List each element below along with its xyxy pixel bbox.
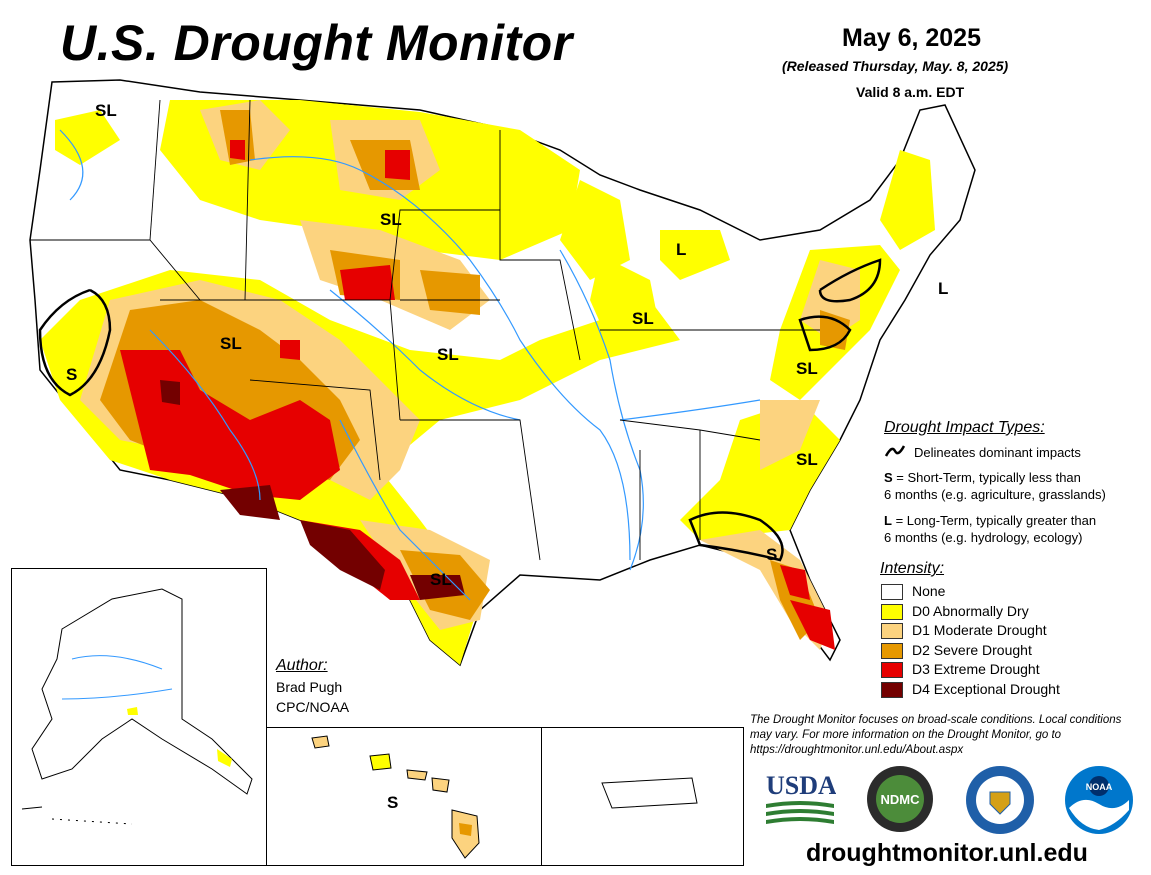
impact-delineation-lines (38, 258, 882, 562)
map-title: U.S. Drought Monitor (60, 15, 573, 71)
legend-swatch (881, 584, 903, 600)
author-name: Brad Pugh (276, 679, 343, 695)
hawaii-map: S (311, 735, 480, 859)
map-label: S (766, 545, 777, 564)
d4-areas (160, 380, 465, 600)
author-organization: CPC/NOAA (276, 699, 350, 715)
map-label: S (66, 365, 77, 384)
long-term-desc-2: 6 months (e.g. hydrology, ecology) (884, 530, 1083, 545)
noaa-logo-text: NOAA (1086, 782, 1113, 792)
alaska-map (21, 588, 253, 825)
author-heading: Author: (276, 657, 328, 674)
map-label: SL (796, 359, 818, 378)
legend-swatch (881, 681, 903, 698)
legend-swatch (881, 662, 903, 678)
map-label: SL (220, 334, 242, 353)
website-url[interactable]: droughtmonitor.unl.edu (806, 839, 1088, 867)
map-label: SL (632, 309, 654, 328)
ndmc-logo-text: NDMC (881, 792, 921, 807)
legend-label: D0 Abnormally Dry (912, 602, 1029, 619)
short-term-desc-2: 6 months (e.g. agriculture, grasslands) (884, 487, 1106, 502)
usda-logo: USDA (766, 771, 836, 824)
long-term-desc: = Long-Term, typically greater than (891, 513, 1097, 528)
map-label: SL (430, 570, 452, 589)
map-label: S (387, 793, 398, 812)
legend-swatch (881, 623, 903, 639)
legend-label: D4 Exceptional Drought (912, 680, 1060, 697)
map-label: SL (95, 101, 117, 120)
legend-label: None (912, 583, 946, 599)
noaa-logo: NOAA (1065, 766, 1133, 834)
impact-legend-title: Drought Impact Types: (884, 419, 1045, 436)
usda-logo-text: USDA (766, 771, 836, 800)
legend-label: D3 Extreme Drought (912, 661, 1040, 677)
map-label: L (676, 240, 686, 259)
alaska-inset (11, 568, 267, 866)
short-term-key: S (884, 470, 893, 485)
map-date: May 6, 2025 (842, 24, 981, 52)
map-label: SL (380, 210, 402, 229)
intensity-legend-title: Intensity: (880, 560, 945, 577)
long-term-legend: L = Long-Term, typically greater than 6 … (884, 512, 1096, 546)
hawaii-inset: S (266, 727, 543, 866)
release-date: (Released Thursday, May. 8, 2025) (782, 58, 1009, 74)
legend-swatch (881, 603, 903, 620)
long-term-key: L (884, 513, 892, 528)
map-label: SL (796, 450, 818, 469)
short-term-legend: S = Short-Term, typically less than 6 mo… (884, 469, 1106, 503)
valid-time: Valid 8 a.m. EDT (856, 84, 965, 100)
river-lines (59, 129, 761, 601)
map-label: L (938, 279, 948, 298)
state-borders (30, 99, 820, 561)
delineates-label: Delineates dominant impacts (914, 445, 1081, 460)
short-term-desc: = Short-Term, typically less than (892, 470, 1081, 485)
legend-label: D2 Severe Drought (912, 641, 1032, 658)
impact-labels: SL SL L L SL SL S SL SL SL SL S (66, 101, 948, 589)
legend-swatch (881, 642, 903, 659)
puerto-rico-inset (541, 727, 744, 866)
disclaimer-text: The Drought Monitor focuses on broad-sca… (750, 714, 1122, 756)
doc-seal-logo (966, 766, 1034, 834)
legend-label: D1 Moderate Drought (912, 622, 1047, 638)
delineation-line-icon (884, 445, 906, 457)
ndmc-logo: NDMC (867, 766, 933, 832)
puerto-rico-map (601, 777, 698, 809)
map-label: SL (437, 345, 459, 364)
